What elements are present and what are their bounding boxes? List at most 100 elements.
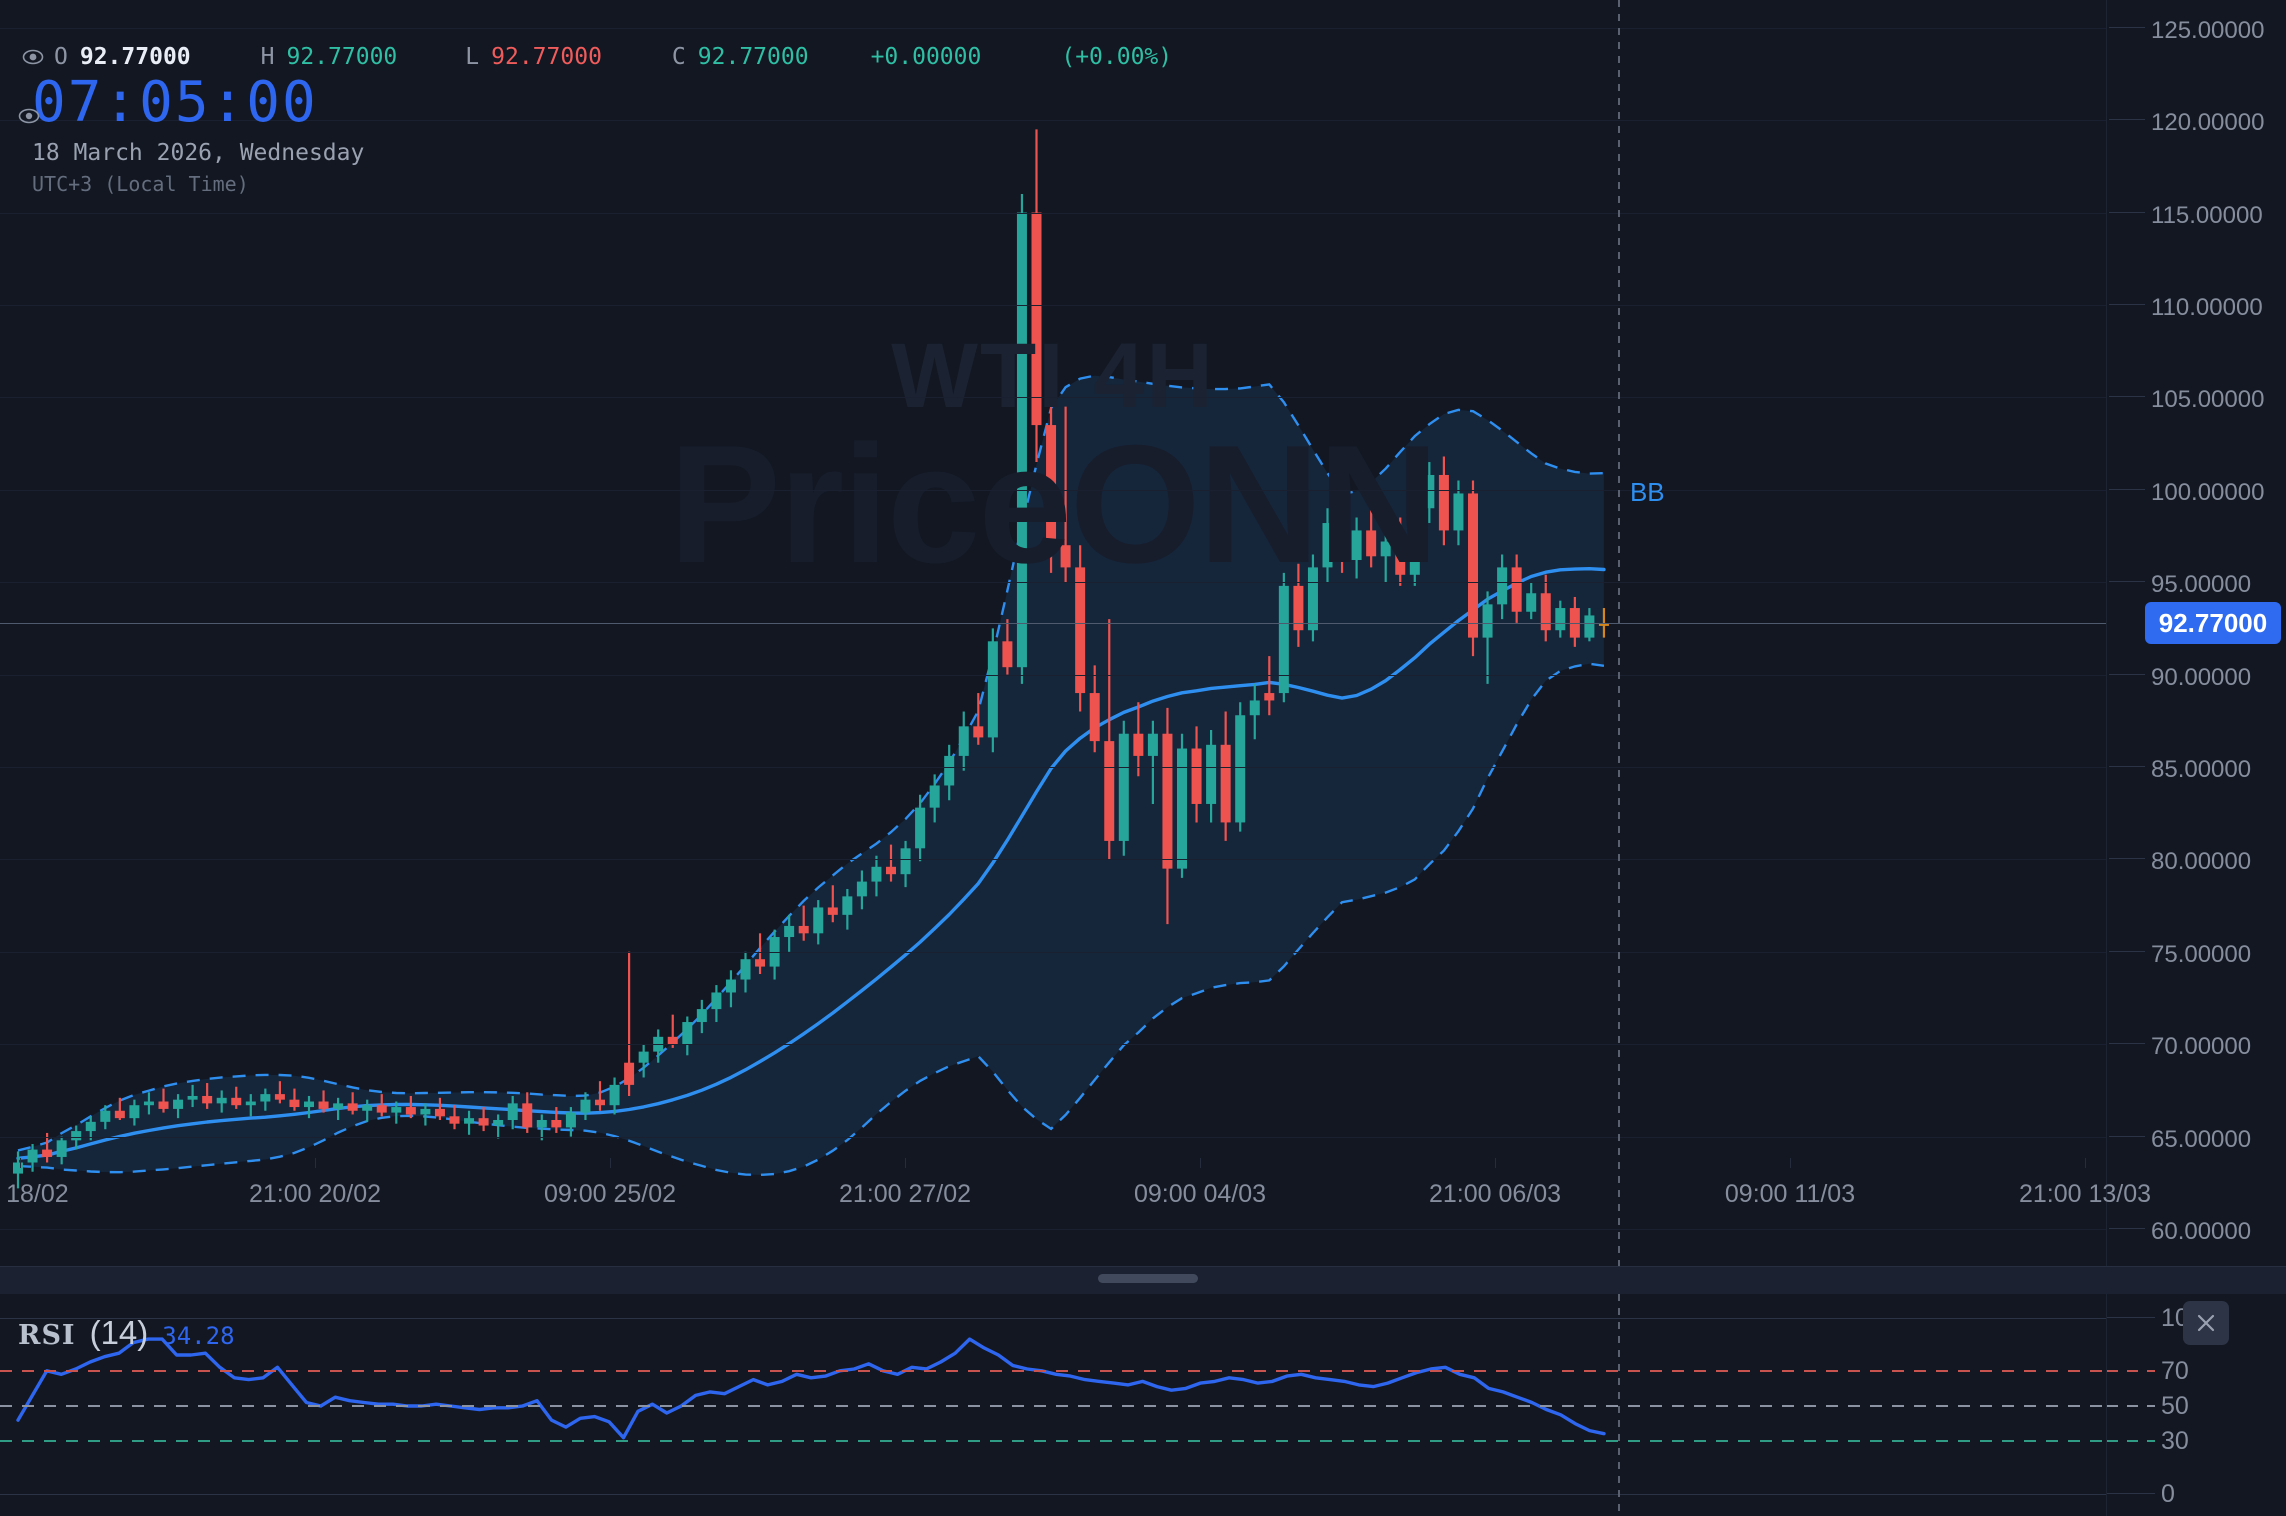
price-tick: 125.00000: [2107, 17, 2286, 44]
change-absolute: +0.00000: [870, 44, 982, 70]
price-tick: 115.00000: [2107, 202, 2286, 229]
candle: [624, 951, 635, 1096]
candle: [1540, 574, 1551, 642]
price-tick: 80.00000: [2107, 848, 2286, 875]
price-pane[interactable]: WTI 4H PriceONN BB: [0, 0, 2286, 1266]
candle: [347, 1092, 358, 1115]
candle: [362, 1099, 373, 1122]
bb-indicator-label: BB: [1629, 477, 1665, 508]
candle: [725, 970, 736, 1008]
change-percent: (+0.00%): [1061, 44, 1173, 70]
candle: [1409, 499, 1420, 586]
candle: [1584, 608, 1595, 642]
candle: [318, 1090, 329, 1113]
candle: [1322, 508, 1333, 583]
rsi-period-label: (14): [89, 1314, 149, 1351]
candle: [464, 1110, 475, 1135]
candle: [85, 1116, 96, 1141]
price-axis[interactable]: 125.00000 120.00000 115.00000 110.00000 105.…: [2106, 0, 2286, 1266]
candle: [842, 888, 853, 930]
rsi-tick: 70: [2107, 1357, 2286, 1385]
candle: [216, 1090, 227, 1113]
candle: [376, 1094, 387, 1117]
candle: [289, 1088, 300, 1111]
candle: [667, 1014, 678, 1048]
candle: [1264, 656, 1275, 716]
rsi-line-series: [16, 1337, 1606, 1440]
price-tick: 110.00000: [2107, 294, 2286, 321]
rsi-plot-area[interactable]: [0, 1294, 2106, 1516]
ohlc-legend-row: O 92.77000 H 92.77000 L 92.77000 C 92.77…: [22, 44, 1172, 70]
candle: [1482, 591, 1493, 684]
rsi-crosshair-line: [1617, 1294, 1620, 1516]
candle: [813, 900, 824, 945]
date-display: 18 March 2026, Wednesday UTC+3 (Local Ti…: [32, 138, 364, 199]
candle: [1075, 545, 1086, 712]
candle: [798, 905, 809, 941]
candle: [1453, 480, 1464, 546]
ohlc-open-value: 92.77000: [79, 44, 191, 70]
candle: [260, 1088, 271, 1111]
candle: [871, 855, 882, 897]
ohlc-high-value: 92.77000: [286, 44, 398, 70]
candle: [245, 1094, 256, 1117]
rsi-label: RSI: [18, 1320, 76, 1351]
candle: [405, 1095, 416, 1119]
candle: [1162, 707, 1173, 925]
rsi-tick: 50: [2107, 1392, 2286, 1420]
time-tick-label: 09:00 25/02: [543, 1180, 677, 1208]
candle: [1293, 563, 1304, 647]
close-icon[interactable]: [2183, 1301, 2229, 1345]
ohlc-close-value: 92.77000: [697, 44, 809, 70]
candle: [915, 794, 926, 862]
price-tick: 75.00000: [2107, 941, 2286, 968]
candle: [143, 1092, 154, 1115]
candle: [944, 744, 955, 801]
candle: [827, 885, 838, 923]
price-tick: 105.00000: [2107, 386, 2286, 413]
candle: [1366, 508, 1377, 568]
price-tick: 95.00000: [2107, 571, 2286, 598]
candle: [1307, 554, 1318, 642]
candle: [1351, 517, 1362, 579]
clock-display: 07:05:00: [32, 70, 318, 135]
candle: [696, 999, 707, 1034]
candle: [1424, 462, 1435, 524]
candle: [1598, 608, 1609, 638]
pane-drag-handle[interactable]: [1098, 1274, 1198, 1283]
candle: [1016, 194, 1027, 684]
rsi-legend: RSI (14) 34.28: [18, 1314, 235, 1352]
candle: [1191, 726, 1202, 823]
candle: [1569, 596, 1580, 647]
candle: [507, 1095, 518, 1130]
current-price-badge: 92.77000: [2145, 602, 2281, 645]
rsi-pane[interactable]: RSI (14) 34.28 100 70 50 30 0: [0, 1294, 2286, 1516]
crosshair-vertical-line: [1617, 0, 1620, 1266]
candle: [13, 1151, 23, 1189]
time-tick-label: 21:00 13/03: [2018, 1180, 2152, 1208]
candle: [784, 914, 795, 952]
ohlc-low-label: L: [465, 44, 480, 70]
time-tick-label: 21:00 06/03: [1428, 1180, 1562, 1208]
ohlc-open-label: O: [54, 44, 68, 70]
candle: [1278, 572, 1289, 703]
candle: [1046, 397, 1057, 573]
candle: [682, 1016, 693, 1056]
eye-icon[interactable]: [22, 46, 44, 68]
candle: [565, 1107, 576, 1137]
candle: [711, 985, 722, 1023]
candle: [27, 1144, 38, 1172]
candle: [595, 1081, 605, 1111]
candle: [173, 1094, 184, 1119]
candle: [1177, 733, 1187, 878]
candlestick-series: [13, 129, 1609, 1189]
candle: [1380, 526, 1391, 583]
ohlc-close-label: C: [671, 44, 686, 70]
time-tick-label: 00 18/02: [0, 1180, 69, 1208]
candle: [1031, 129, 1042, 463]
last-price-line: [0, 623, 2106, 624]
eye-icon-secondary[interactable]: [18, 105, 40, 127]
rsi-tick: 30: [2107, 1427, 2286, 1455]
candle: [56, 1136, 67, 1165]
